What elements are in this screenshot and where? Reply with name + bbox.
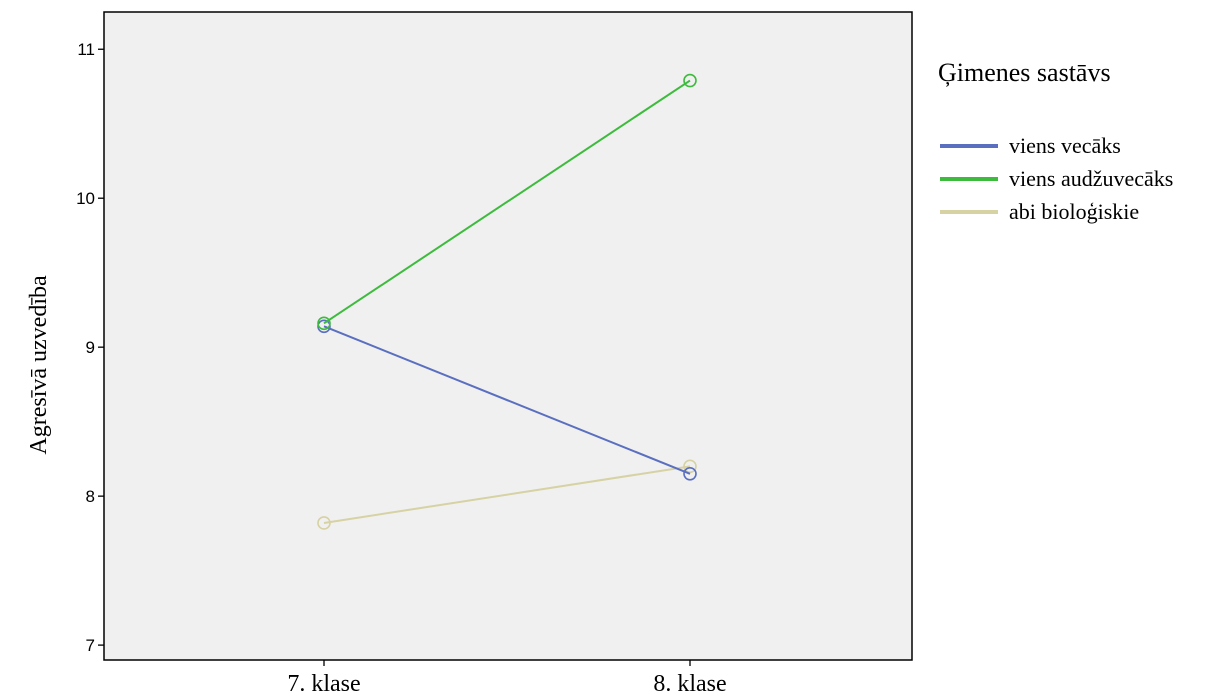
- legend-label: abi bioloģiskie: [1009, 199, 1139, 224]
- series-line: [323, 79, 691, 325]
- y-tick-label: 8: [86, 487, 95, 506]
- series-line: [323, 465, 691, 524]
- data-point-marker: [683, 466, 697, 481]
- legend-label: viens vecāks: [1009, 133, 1121, 158]
- data-point-marker: [317, 316, 331, 331]
- legend-label: viens audžuvecāks: [1009, 166, 1173, 191]
- y-axis-title: Agresīvā uzvedība: [26, 275, 52, 455]
- y-axis-ticks: 7 8 9 10 11: [76, 40, 104, 655]
- data-point-marker: [683, 459, 697, 474]
- x-axis-ticks: 7. klase 8. klase: [287, 660, 727, 697]
- y-tick-label: 7: [86, 636, 95, 655]
- legend: Ģimenes sastāvs viens vecāks viens audžuv…: [938, 58, 1173, 224]
- series-line: [323, 325, 691, 475]
- x-tick-label: 8. klase: [653, 671, 726, 697]
- x-tick-label: 7. klase: [287, 671, 360, 697]
- data-point-marker: [683, 73, 697, 88]
- legend-title: Ģimenes sastāvs: [938, 58, 1111, 87]
- y-tick-label: 9: [86, 338, 95, 357]
- y-tick-label: 11: [77, 40, 95, 59]
- plot-area: [103, 11, 913, 661]
- series-layer: [317, 73, 697, 530]
- y-tick-label: 10: [76, 189, 95, 208]
- data-point-marker: [317, 516, 331, 530]
